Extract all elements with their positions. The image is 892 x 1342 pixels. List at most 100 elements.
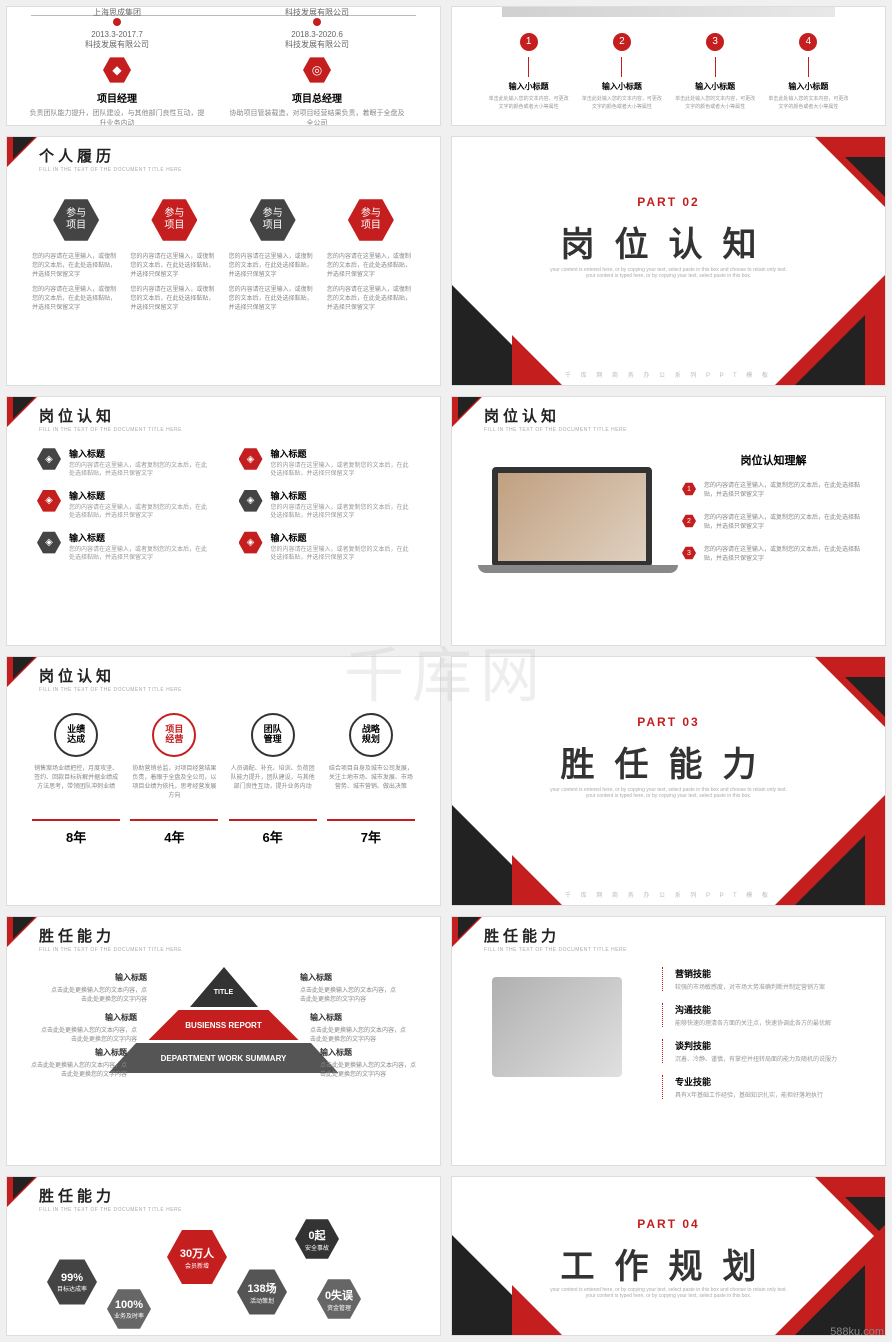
laptop-image [492,977,622,1077]
badge-4: 4 [799,33,817,51]
row-title: 输入标题 [271,531,411,544]
row-title: 输入标题 [69,447,209,460]
circle-label: 项目经营 [152,713,196,757]
slide-part-02: PART 02 岗位认知 your content is entered her… [451,136,886,386]
circle-years: 4年 [130,819,218,846]
side-desc: 点击此处更换输入您的文本内容，点击此处更换您的文字内容 [51,988,147,1003]
side-desc: 点击此处更换输入您的文本内容，点击此处更换您的文字内容 [300,988,396,1003]
right-title: 岗位认知理解 [682,452,865,468]
target-icon: ◎ [303,56,331,84]
part-desc: your content is entered here, or by copy… [539,1287,799,1299]
row-desc: 您的内容请在这里输入，或者复制您的文本后，在此处选择黏贴，并选择只保留文字 [271,504,411,521]
row-desc: 您的内容请在这里输入，或者复制您的文本后，在此处选择黏贴，并选择只保留文字 [271,462,411,479]
timeline-sup: 上海思成集团 [27,7,207,18]
side-title: 输入标题 [47,972,147,983]
timeline-role: 项目经理 [27,90,207,105]
row-desc: 您的内容请在这里输入，或者复制您的文本后，在此处选择黏贴，并选择只保留文字 [69,462,209,479]
hex-desc: 您的内容请在这里输入，或復制您的文本后，在此处选择黏贴，并选择只保留文字 [229,253,317,280]
hex-icon: 参与项目 [348,197,394,243]
item-sub: 输入小标题 [768,81,848,92]
circle-desc: 协助营销总监，对项目经营结果负责，着眼于全盘及全公司，以项目业绩为依托，思考经营… [130,765,218,813]
part-title: 胜任能力 [561,737,777,786]
part-label: PART 04 [637,1217,699,1231]
stat-hex: 30万人会员新增 [167,1227,227,1287]
pyramid-lvl1: TITLE [208,989,240,996]
chart-icon: ◈ [239,447,263,471]
bullet-text: 您的内容请在这里输入，或复制您的文本后，在此处选择黏贴，并选择只保留文字 [704,514,865,532]
section-sub: FILL IN THE TEXT OF THE DOCUMENT TITLE H… [39,687,182,693]
circle-desc: 结合项目自身及城市公司发展，关注土地市场、城市发展、市场营势、城市营销、做出决策 [327,765,415,813]
section-title: 岗位认知 [39,405,115,426]
skill-title: 营销技能 [675,967,865,980]
side-desc: 点击此处更换输入您的文本内容，点击此处更换您的文字内容 [31,1063,127,1078]
section-title: 岗位认知 [484,405,560,426]
slide-stats: 胜任能力 FILL IN THE TEXT OF THE DOCUMENT TI… [6,1176,441,1336]
slide-pyramid: 胜任能力 FILL IN THE TEXT OF THE DOCUMENT TI… [6,916,441,1166]
hex-desc: 您的内容请在这里输入，或復制您的文本后，在此处选择黏贴，并选择只保留文字 [229,286,317,313]
footer-url: 588ku.com [830,1326,884,1338]
part-label: PART 03 [637,715,699,729]
pyramid-lvl3: DEPARTMENT WORK SUMMARY [109,1043,339,1073]
section-title: 胜任能力 [39,1185,115,1206]
slide-part-04: PART 04 工作规划 your content is entered her… [451,1176,886,1336]
header-image [502,6,835,17]
item-desc: 单击此处输入您的文本内容，可更改文字的颜色或者大小等属性 [675,96,755,111]
chart-icon: ◈ [37,447,61,471]
part-footer: 千 库 网 商 务 办 公 系 列 P P T 模 板 [565,890,772,899]
section-title: 个人履历 [39,145,115,166]
item-desc: 单击此处输入您的文本内容，可更改文字的颜色或者大小等属性 [582,96,662,111]
item-sub: 输入小标题 [489,81,569,92]
item-sub: 输入小标题 [675,81,755,92]
person-icon: ◆ [103,56,131,84]
circle-label: 业绩达成 [54,713,98,757]
stat-hex: 138场活动策划 [237,1267,287,1317]
section-title: 胜任能力 [484,925,560,946]
chart-icon: ◈ [239,489,263,513]
bullet-text: 您的内容请在这里输入，或复制您的文本后，在此处选择黏贴，并选择只保留文字 [704,546,865,564]
row-desc: 您的内容请在这里输入，或者复制您的文本后，在此处选择黏贴，并选择只保留文字 [69,546,209,563]
section-sub: FILL IN THE TEXT OF THE DOCUMENT TITLE H… [39,947,182,953]
part-title: 工作规划 [561,1239,777,1288]
row-desc: 您的内容请在这里输入，或者复制您的文本后，在此处选择黏贴，并选择只保留文字 [271,546,411,563]
timeline-sup: 科技发展有限公司 [227,7,407,18]
stat-hex: 0起安全事故 [295,1217,339,1261]
section-title: 胜任能力 [39,925,115,946]
skill-title: 沟通技能 [675,1003,865,1016]
part-desc: your content is entered here, or by copy… [539,787,799,799]
row-title: 输入标题 [271,489,411,502]
circle-years: 7年 [327,819,415,846]
item-sub: 输入小标题 [582,81,662,92]
bullet-num: 3 [682,546,696,560]
side-title: 输入标题 [310,1012,410,1023]
skill-desc: 能够快速的理清各方面的关注点，快速协调此各方的最优解 [675,1018,865,1027]
part-title: 岗位认知 [561,217,777,266]
row-desc: 您的内容请在这里输入，或者复制您的文本后，在此处选择黏贴，并选择只保留文字 [69,504,209,521]
side-title: 输入标题 [300,972,400,983]
circle-label: 战略规划 [349,713,393,757]
slide-timeline: 上海思成集团 2013.3-2017.7 科技发展有限公司 ◆ 项目经理 负责团… [6,6,441,126]
side-title: 输入标题 [320,1047,420,1058]
side-title: 输入标题 [27,1047,127,1058]
side-desc: 点击此处更换输入您的文本内容，点击此处更换您的文字内容 [41,1028,137,1043]
bullet-text: 您的内容请在这里输入，或复制您的文本后，在此处选择黏贴，并选择只保留文字 [704,482,865,500]
bullet-num: 2 [682,514,696,528]
chart-icon: ◈ [239,531,263,555]
skill-title: 谈判技能 [675,1039,865,1052]
section-sub: FILL IN THE TEXT OF THE DOCUMENT TITLE H… [39,1207,182,1213]
row-title: 输入标题 [69,531,209,544]
timeline-company: 科技发展有限公司 [27,39,207,50]
timeline-years: 2013.3-2017.7 [27,30,207,39]
laptop-image [492,467,652,567]
skill-title: 专业技能 [675,1075,865,1088]
hex-desc: 您的内容请在这里输入，或復制您的文本后，在此处选择黏贴，并选择只保留文字 [32,253,120,280]
timeline-desc: 负责团队能力提升，团队建设，与其他部门良性互动，提升业务内动 [27,109,207,126]
hex-icon: 参与项目 [53,197,99,243]
section-title: 岗位认知 [39,665,115,686]
chart-icon: ◈ [37,489,61,513]
slide-circles: 岗位认知 FILL IN THE TEXT OF THE DOCUMENT TI… [6,656,441,906]
circle-years: 6年 [229,819,317,846]
slide-skills: 胜任能力 FILL IN THE TEXT OF THE DOCUMENT TI… [451,916,886,1166]
section-sub: FILL IN THE TEXT OF THE DOCUMENT TITLE H… [39,167,182,173]
row-title: 输入标题 [271,447,411,460]
slide-laptop: 岗位认知 FILL IN THE TEXT OF THE DOCUMENT TI… [451,396,886,646]
